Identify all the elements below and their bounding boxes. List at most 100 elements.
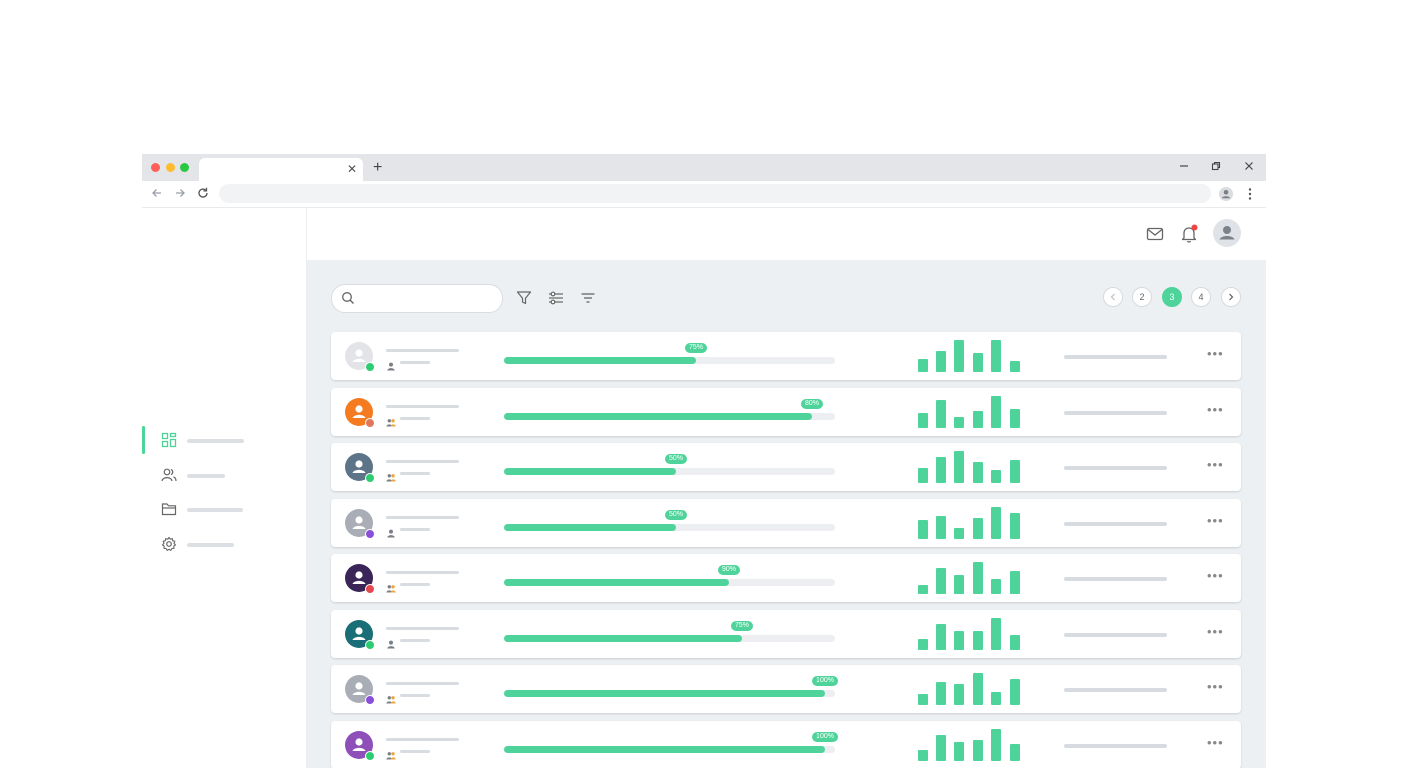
progress-bar: 100% (504, 731, 838, 753)
user-name-placeholder (386, 515, 459, 519)
folder-icon (161, 501, 177, 517)
avatar[interactable] (345, 453, 373, 481)
status-dot (365, 750, 375, 761)
browser-tab[interactable]: ✕ (199, 158, 363, 181)
user-name-placeholder (386, 737, 459, 741)
sort-icon[interactable] (580, 290, 596, 306)
user-subtitle-placeholder (400, 638, 430, 642)
more-options-icon[interactable]: ••• (1207, 734, 1224, 750)
row-meta-placeholder (1064, 355, 1167, 359)
sliders-icon[interactable] (548, 290, 564, 306)
row-meta-placeholder (1064, 410, 1167, 415)
sidebar-item-users[interactable] (142, 461, 306, 489)
status-dot (365, 417, 375, 428)
bar (1010, 743, 1020, 761)
more-options-icon[interactable]: ••• (1207, 346, 1224, 361)
sidebar-item-dashboard[interactable] (142, 426, 306, 454)
group-icon (386, 580, 396, 593)
bar (918, 638, 928, 650)
minimize-icon[interactable] (1176, 158, 1192, 174)
group-icon (386, 469, 396, 482)
progress-label: 75% (684, 343, 708, 353)
forward-arrow-icon[interactable] (173, 186, 187, 200)
user-subtitle-placeholder (400, 472, 430, 475)
bar (954, 416, 964, 428)
bar (973, 353, 983, 372)
bar (936, 515, 946, 539)
back-arrow-icon[interactable] (150, 186, 164, 200)
close-icon[interactable] (1241, 158, 1257, 174)
progress-bar: 75% (504, 620, 835, 642)
progress-bar: 50% (504, 509, 835, 531)
more-options-icon[interactable]: ••• (1207, 457, 1224, 472)
bar (991, 692, 1001, 705)
group-icon (386, 747, 396, 759)
table-row[interactable]: 75% ••• (331, 609, 1241, 658)
mini-bar-chart (918, 506, 1023, 539)
progress-label: 80% (800, 398, 824, 409)
avatar[interactable] (1213, 219, 1241, 247)
sidebar-item-settings[interactable] (142, 530, 306, 558)
progress-label: 50% (664, 509, 688, 520)
filter-icon[interactable] (516, 290, 532, 306)
bar (936, 457, 946, 483)
browser-window: ✕ + (142, 154, 1266, 768)
progress-label: 90% (717, 565, 741, 575)
avatar[interactable] (345, 342, 373, 370)
minimize-window-dot[interactable] (166, 163, 175, 172)
page-2-button[interactable]: 2 (1132, 287, 1152, 307)
row-meta-placeholder (1064, 743, 1167, 748)
progress-fill (504, 412, 812, 420)
tab-close-icon[interactable]: ✕ (346, 162, 357, 176)
bell-icon[interactable] (1180, 224, 1198, 244)
search-input[interactable] (331, 284, 503, 313)
table-row[interactable]: 100% ••• (331, 720, 1241, 768)
prev-page-button[interactable] (1103, 287, 1123, 307)
group-icon (386, 691, 396, 704)
mini-bar-chart (918, 673, 1023, 705)
sidebar (142, 208, 307, 768)
table-row[interactable]: 90% ••• (331, 554, 1241, 602)
bar (973, 739, 983, 761)
progress-bar: 50% (504, 454, 835, 475)
next-page-button[interactable] (1221, 287, 1241, 307)
restore-icon[interactable] (1208, 158, 1224, 174)
bar (991, 340, 1001, 372)
kebab-menu-icon[interactable] (1243, 187, 1257, 201)
user-name-placeholder (386, 682, 459, 685)
mail-icon[interactable] (1146, 226, 1164, 242)
table-row[interactable]: 80% ••• (331, 387, 1241, 436)
bar (954, 451, 964, 483)
bar (991, 728, 1001, 761)
maximize-window-dot[interactable] (180, 163, 189, 172)
table-row[interactable]: 75% ••• (331, 332, 1241, 380)
page-4-button[interactable]: 4 (1191, 287, 1211, 307)
page-3-button[interactable]: 3 (1162, 287, 1182, 307)
progress-bar: 75% (504, 343, 835, 364)
status-dot (365, 473, 375, 483)
progress-label: 50% (664, 454, 688, 464)
table-row[interactable]: 50% ••• (331, 498, 1241, 547)
more-options-icon[interactable]: ••• (1207, 623, 1224, 639)
close-window-dot[interactable] (151, 163, 160, 172)
more-options-icon[interactable]: ••• (1207, 679, 1224, 694)
table-row[interactable]: 50% ••• (331, 443, 1241, 491)
table-row[interactable]: 100% ••• (331, 665, 1241, 713)
user-name-placeholder (386, 571, 459, 574)
more-options-icon[interactable]: ••• (1207, 401, 1224, 417)
profile-icon[interactable] (1219, 187, 1233, 201)
bar (973, 462, 983, 483)
bar (1010, 361, 1020, 372)
more-options-icon[interactable]: ••• (1207, 568, 1224, 583)
status-dot (365, 584, 375, 594)
more-options-icon[interactable]: ••• (1207, 512, 1224, 528)
sidebar-item-folders[interactable] (142, 495, 306, 523)
reload-icon[interactable] (196, 186, 210, 200)
bar (973, 562, 983, 594)
user-name-placeholder (386, 460, 459, 463)
group-icon (386, 414, 396, 426)
bar (918, 519, 928, 539)
row-meta-placeholder (1064, 466, 1167, 470)
url-input[interactable] (219, 184, 1211, 203)
new-tab-icon[interactable]: + (373, 159, 383, 176)
